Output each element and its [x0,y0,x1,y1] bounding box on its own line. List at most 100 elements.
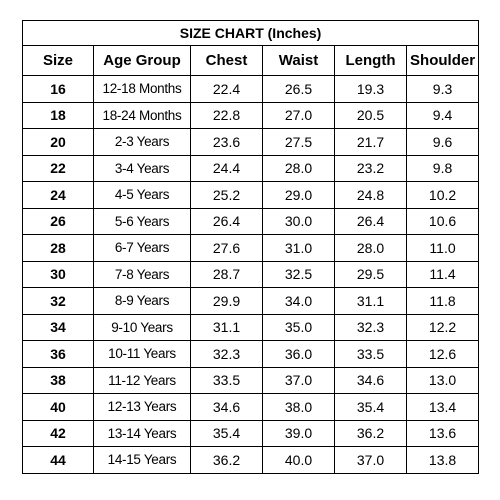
table-cell: 9.8 [405,154,480,182]
table-cell: 9.4 [405,101,480,129]
table-row: 32 8-9 Years 29.9 34.0 31.1 11.8 [22,287,480,315]
table-cell: 27.6 [190,234,263,262]
table-cell: 32.5 [262,260,335,288]
table-cell: 9-10 Years [93,313,191,341]
table-cell: 25.2 [190,181,263,209]
column-header: Age Group [93,45,191,76]
table-cell: 36.2 [334,419,407,447]
size-table: SIZE CHART (Inches) Size Age Group Chest Wa… [21,20,480,474]
column-header: Waist [262,45,335,76]
table-cell: 34 [22,313,94,341]
table-cell: 13.4 [405,393,480,421]
table-cell: 8-9 Years [93,287,191,315]
table-cell: 31.0 [262,234,335,262]
table-cell: 28 [22,234,94,262]
table-cell: 26.5 [262,75,335,103]
column-header: Size [22,45,94,76]
table-cell: 30 [22,260,94,288]
table-cell: 42 [22,419,94,447]
table-cell: 36.2 [190,446,263,474]
table-cell: 44 [22,446,94,474]
table-cell: 16 [22,75,94,103]
table-cell: 28.7 [190,260,263,288]
table-row: 36 10-11 Years 32.3 36.0 33.5 12.6 [22,340,480,368]
table-cell: 31.1 [334,287,407,315]
table-cell: 28.0 [262,154,335,182]
table-row: 44 14-15 Years 36.2 40.0 37.0 13.8 [22,446,480,474]
table-cell: 18-24 Months [93,101,191,129]
table-cell: 13.0 [405,366,480,394]
table-row: 30 7-8 Years 28.7 32.5 29.5 11.4 [22,260,480,288]
table-row: 18 18-24 Months 22.8 27.0 20.5 9.4 [22,101,480,129]
table-cell: 10-11 Years [93,340,191,368]
table-row: 20 2-3 Years 23.6 27.5 21.7 9.6 [22,128,480,156]
column-header: Length [334,45,407,76]
table-cell: 2-3 Years [93,128,191,156]
table-row: 28 6-7 Years 27.6 31.0 28.0 11.0 [22,234,480,262]
table-cell: 35.4 [190,419,263,447]
table-cell: 36.0 [262,340,335,368]
table-cell: 29.0 [262,181,335,209]
table-cell: 14-15 Years [93,446,191,474]
table-row: 16 12-18 Months 22.4 26.5 19.3 9.3 [22,75,480,103]
table-cell: 12.6 [405,340,480,368]
table-cell: 10.6 [405,207,480,235]
table-cell: 11.4 [405,260,480,288]
table-cell: 24.8 [334,181,407,209]
table-cell: 35.0 [262,313,335,341]
table-cell: 35.4 [334,393,407,421]
table-cell: 33.5 [334,340,407,368]
table-cell: 27.0 [262,101,335,129]
table-cell: 12-18 Months [93,75,191,103]
column-header: Chest [190,45,263,76]
table-cell: 24 [22,181,94,209]
table-body: 16 12-18 Months 22.4 26.5 19.3 9.3 18 18-24 Mon… [22,75,480,474]
table-cell: 10.2 [405,181,480,209]
table-cell: 4-5 Years [93,181,191,209]
table-cell: 27.5 [262,128,335,156]
table-cell: 36 [22,340,94,368]
table-cell: 23.6 [190,128,263,156]
table-cell: 34.0 [262,287,335,315]
table-cell: 26.4 [334,207,407,235]
table-cell: 32.3 [334,313,407,341]
table-cell: 13-14 Years [93,419,191,447]
table-cell: 29.5 [334,260,407,288]
table-cell: 13.6 [405,419,480,447]
table-cell: 13.8 [405,446,480,474]
table-cell: 31.1 [190,313,263,341]
table-cell: 33.5 [190,366,263,394]
table-cell: 32.3 [190,340,263,368]
table-cell: 39.0 [262,419,335,447]
table-cell: 22.4 [190,75,263,103]
table-cell: 40 [22,393,94,421]
table-cell: 9.6 [405,128,480,156]
table-row: 40 12-13 Years 34.6 38.0 35.4 13.4 [22,393,480,421]
table-cell: 6-7 Years [93,234,191,262]
table-cell: 12-13 Years [93,393,191,421]
column-header: Shoulder [405,45,480,76]
table-cell: 9.3 [405,75,480,103]
table-cell: 32 [22,287,94,315]
table-cell: 18 [22,101,94,129]
size-chart: SIZE CHART (Inches) Size Age Group Chest Wa… [21,20,480,474]
table-cell: 11.0 [405,234,480,262]
table-cell: 7-8 Years [93,260,191,288]
table-cell: 11-12 Years [93,366,191,394]
table-cell: 11.8 [405,287,480,315]
table-row: 22 3-4 Years 24.4 28.0 23.2 9.8 [22,154,480,182]
table-cell: 34.6 [190,393,263,421]
table-cell: 37.0 [262,366,335,394]
table-cell: 23.2 [334,154,407,182]
table-cell: 29.9 [190,287,263,315]
table-cell: 22.8 [190,101,263,129]
table-cell: 20.5 [334,101,407,129]
table-cell: 20 [22,128,94,156]
table-row: 42 13-14 Years 35.4 39.0 36.2 13.6 [22,419,480,447]
table-cell: 38.0 [262,393,335,421]
table-cell: 24.4 [190,154,263,182]
table-cell: 37.0 [334,446,407,474]
table-cell: 26 [22,207,94,235]
table-cell: 12.2 [405,313,480,341]
